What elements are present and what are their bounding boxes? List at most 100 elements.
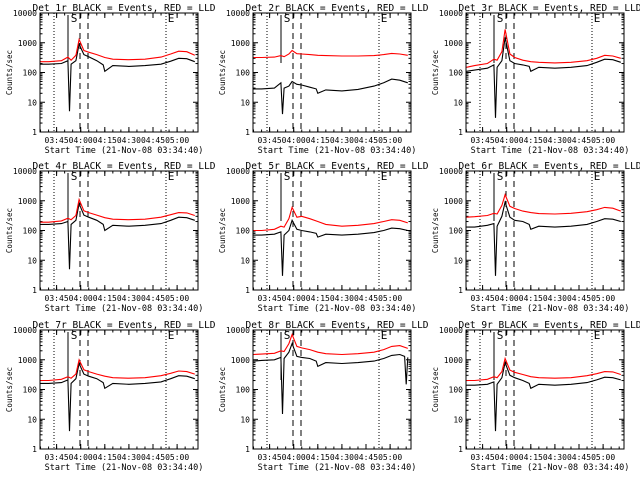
x-tick-label: 04:15 [306, 136, 330, 145]
x-tick-label: 04:45 [141, 294, 165, 303]
x-tick-label: 04:45 [354, 294, 378, 303]
series-line-lld [40, 197, 195, 223]
x-tick-label: 05:00 [165, 453, 189, 462]
plot-frame [39, 329, 199, 450]
y-tick-label: 10 [27, 98, 37, 107]
y-tick-label: 1 [32, 286, 37, 295]
series-line-lld [253, 333, 408, 356]
x-tick-label: 04:00 [495, 136, 519, 145]
y-axis-label: Counts/sec [5, 50, 14, 95]
marker-e-label: E [381, 329, 388, 342]
series-line-events [466, 360, 621, 432]
panel-title: Det 7r BLACK = Events, RED = LLD [32, 320, 215, 331]
x-tick-label: 03:45 [471, 453, 495, 462]
x-tick-label: 05:00 [378, 453, 402, 462]
x-tick-label: 04:30 [543, 136, 567, 145]
y-tick-label: 10 [240, 256, 250, 265]
y-tick-label: 1 [245, 128, 250, 137]
y-tick-label: 10000 [226, 9, 250, 18]
x-tick-label: 04:00 [495, 453, 519, 462]
series-line-lld [40, 37, 196, 63]
y-tick-label: 1 [245, 445, 250, 454]
x-tick-label: 04:00 [495, 294, 519, 303]
y-tick-label: 100 [236, 227, 251, 236]
y-axis-label: Counts/sec [218, 367, 227, 412]
series-line-lld [466, 356, 621, 382]
y-tick-label: 1000 [444, 197, 463, 206]
y-axis-label: Counts/sec [431, 367, 440, 412]
x-tick-label: 04:00 [282, 294, 306, 303]
x-tick-label: 04:15 [93, 294, 117, 303]
x-axis-label: Start Time (21-Nov-08 03:34:40) [471, 304, 630, 314]
y-axis-label: Counts/sec [5, 367, 14, 412]
marker-s-label: S [71, 329, 78, 342]
x-tick-label: 04:30 [117, 294, 141, 303]
series-line-lld [466, 29, 621, 68]
series-line-events [40, 361, 195, 432]
y-tick-label: 100 [23, 386, 38, 395]
series-line-events [40, 42, 195, 112]
panel-title: Det 8r BLACK = Events, RED = LLD [245, 320, 428, 331]
x-tick-label: 03:45 [471, 136, 495, 145]
plot-frame [465, 12, 625, 133]
x-tick-label: 04:30 [330, 136, 354, 145]
x-tick-label: 03:45 [258, 453, 282, 462]
series-line-lld [466, 193, 621, 218]
y-tick-label: 10000 [439, 9, 463, 18]
marker-s-label: S [497, 329, 504, 342]
y-tick-label: 100 [236, 69, 251, 78]
x-tick-label: 03:45 [45, 136, 69, 145]
y-axis-label: Counts/sec [431, 208, 440, 253]
x-tick-label: 04:30 [330, 453, 354, 462]
y-tick-label: 100 [23, 69, 38, 78]
x-tick-label: 04:00 [282, 136, 306, 145]
panel-title: Det 2r BLACK = Events, RED = LLD [245, 3, 428, 14]
y-tick-label: 10 [240, 415, 250, 424]
x-tick-label: 04:30 [543, 294, 567, 303]
x-tick-label: 04:00 [69, 294, 93, 303]
x-tick-label: 04:15 [306, 294, 330, 303]
y-tick-label: 1000 [231, 356, 250, 365]
marker-s-label: S [284, 329, 291, 342]
panel-title: Det 4r BLACK = Events, RED = LLD [32, 161, 215, 172]
series-line-events [40, 201, 195, 270]
x-axis-label: Start Time (21-Nov-08 03:34:40) [258, 304, 417, 314]
x-tick-label: 04:00 [282, 453, 306, 462]
y-tick-label: 100 [449, 69, 464, 78]
panel-title: Det 3r BLACK = Events, RED = LLD [458, 3, 640, 14]
marker-s-label: S [71, 12, 78, 25]
x-tick-label: 04:15 [519, 453, 543, 462]
panel-det-4r: Det 4r BLACK = Events, RED = LLD 1 10 100 10… [5, 161, 216, 314]
y-tick-label: 1 [32, 128, 37, 137]
panel-det-7r: Det 7r BLACK = Events, RED = LLD 1 10 100 10… [5, 320, 216, 473]
x-tick-label: 03:45 [258, 294, 282, 303]
x-tick-label: 05:00 [378, 136, 402, 145]
y-tick-label: 10000 [439, 326, 463, 335]
x-tick-label: 05:00 [165, 136, 189, 145]
y-tick-label: 1 [458, 445, 463, 454]
x-tick-label: 04:00 [69, 136, 93, 145]
x-tick-label: 04:15 [306, 453, 330, 462]
y-tick-label: 100 [449, 386, 464, 395]
plot-frame [465, 329, 625, 450]
x-axis-label: Start Time (21-Nov-08 03:34:40) [45, 146, 204, 156]
y-tick-label: 1000 [231, 197, 250, 206]
y-tick-label: 1000 [231, 39, 250, 48]
y-tick-label: 1000 [444, 39, 463, 48]
y-tick-label: 10 [453, 256, 463, 265]
x-tick-label: 05:00 [165, 294, 189, 303]
x-tick-label: 04:45 [141, 136, 165, 145]
y-axis-label: Counts/sec [218, 208, 227, 253]
x-tick-label: 04:15 [519, 136, 543, 145]
y-tick-label: 1 [458, 286, 463, 295]
y-tick-label: 10000 [13, 326, 37, 335]
plot-frame [39, 170, 199, 291]
marker-e-label: E [168, 12, 175, 25]
panel-det-3r: Det 3r BLACK = Events, RED = LLD 1 10 100 10… [431, 3, 640, 156]
x-tick-label: 05:00 [591, 453, 615, 462]
marker-e-label: E [594, 329, 601, 342]
y-axis-label: Counts/sec [5, 208, 14, 253]
marker-e-label: E [381, 170, 388, 183]
plot-frame [39, 12, 199, 133]
